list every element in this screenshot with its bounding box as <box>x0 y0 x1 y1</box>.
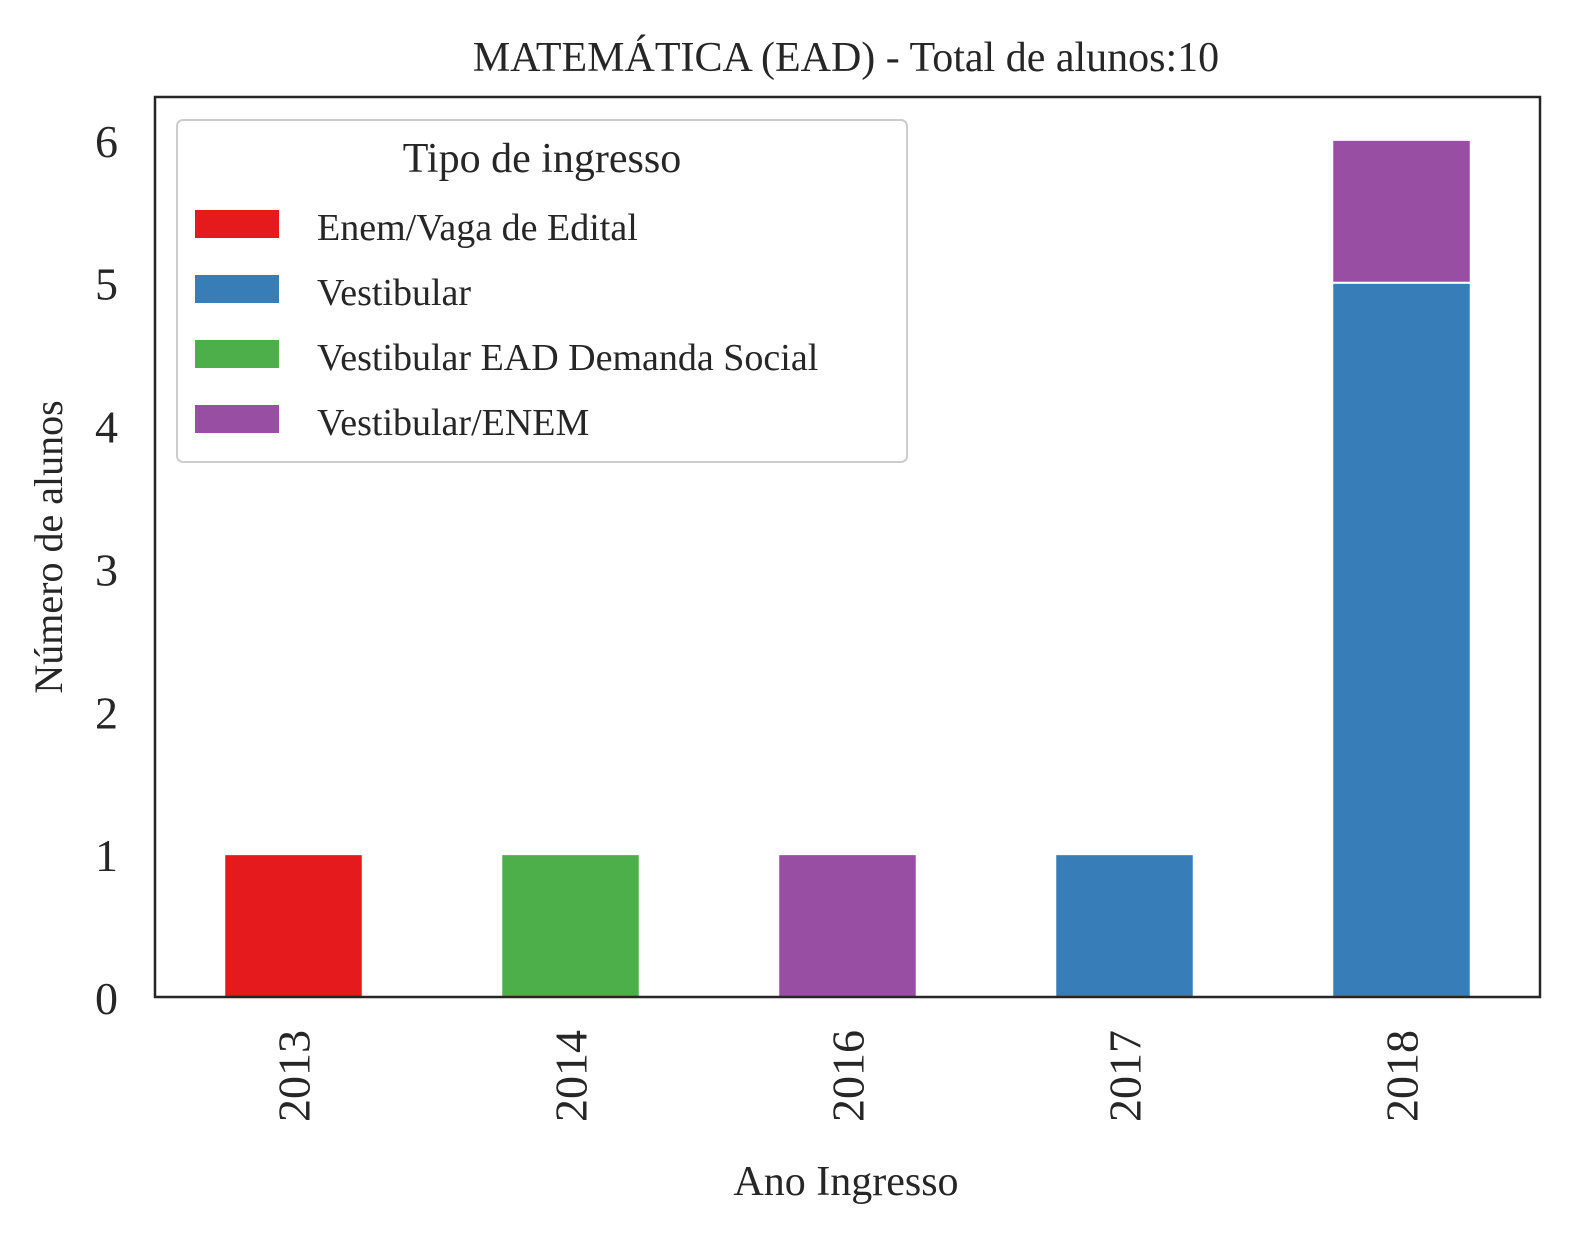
plot-frame <box>153 95 1542 999</box>
legend-items: Enem/Vaga de Edital Vestibular Vestibular … <box>195 207 818 444</box>
bar-2017-series-1 <box>1054 853 1195 999</box>
legend-label: Vestibular/ENEM <box>317 402 589 444</box>
y-tick-label: 5 <box>95 259 118 310</box>
legend-frame <box>176 119 908 463</box>
x-tick-label: 2014 <box>546 1030 597 1122</box>
bar-2014-series-2 <box>500 853 641 999</box>
bar-2018-series-1 <box>1331 281 1472 998</box>
bar-2016-series-3 <box>777 853 918 999</box>
legend-swatch <box>195 275 279 303</box>
x-tick-label: 2013 <box>269 1030 320 1122</box>
y-axis-ticks: 0 1 2 3 4 5 6 <box>95 116 118 1024</box>
y-tick-label: 0 <box>95 973 118 1024</box>
bars-layer <box>223 138 1472 999</box>
legend-label: Enem/Vaga de Edital <box>317 207 638 249</box>
y-tick-label: 2 <box>95 687 118 738</box>
legend-label: Vestibular EAD Demanda Social <box>317 337 818 379</box>
y-tick-label: 4 <box>95 402 118 453</box>
y-axis-label: Número de alunos <box>26 400 71 693</box>
legend-swatch <box>195 405 279 433</box>
x-axis-ticks: 2013 2014 2016 2017 2018 <box>269 1030 1428 1122</box>
legend-swatch <box>195 210 279 238</box>
bar-2013-series-0 <box>223 853 364 999</box>
chart-title: MATEMÁTICA (EAD) - Total de alunos:10 <box>473 34 1219 81</box>
x-axis-label: Ano Ingresso <box>733 1159 958 1205</box>
y-tick-label: 6 <box>95 116 118 167</box>
legend: Tipo de ingresso Enem/Vaga de Edital Vest… <box>176 119 908 463</box>
legend-title: Tipo de ingresso <box>403 136 681 182</box>
x-tick-label: 2016 <box>823 1030 874 1122</box>
y-tick-label: 1 <box>95 830 118 881</box>
x-tick-label: 2018 <box>1377 1030 1428 1122</box>
legend-label: Vestibular <box>317 272 471 314</box>
legend-swatch <box>195 340 279 368</box>
x-tick-label: 2017 <box>1100 1030 1151 1122</box>
bar-2018-series-3 <box>1331 138 1472 284</box>
y-tick-label: 3 <box>95 544 118 595</box>
